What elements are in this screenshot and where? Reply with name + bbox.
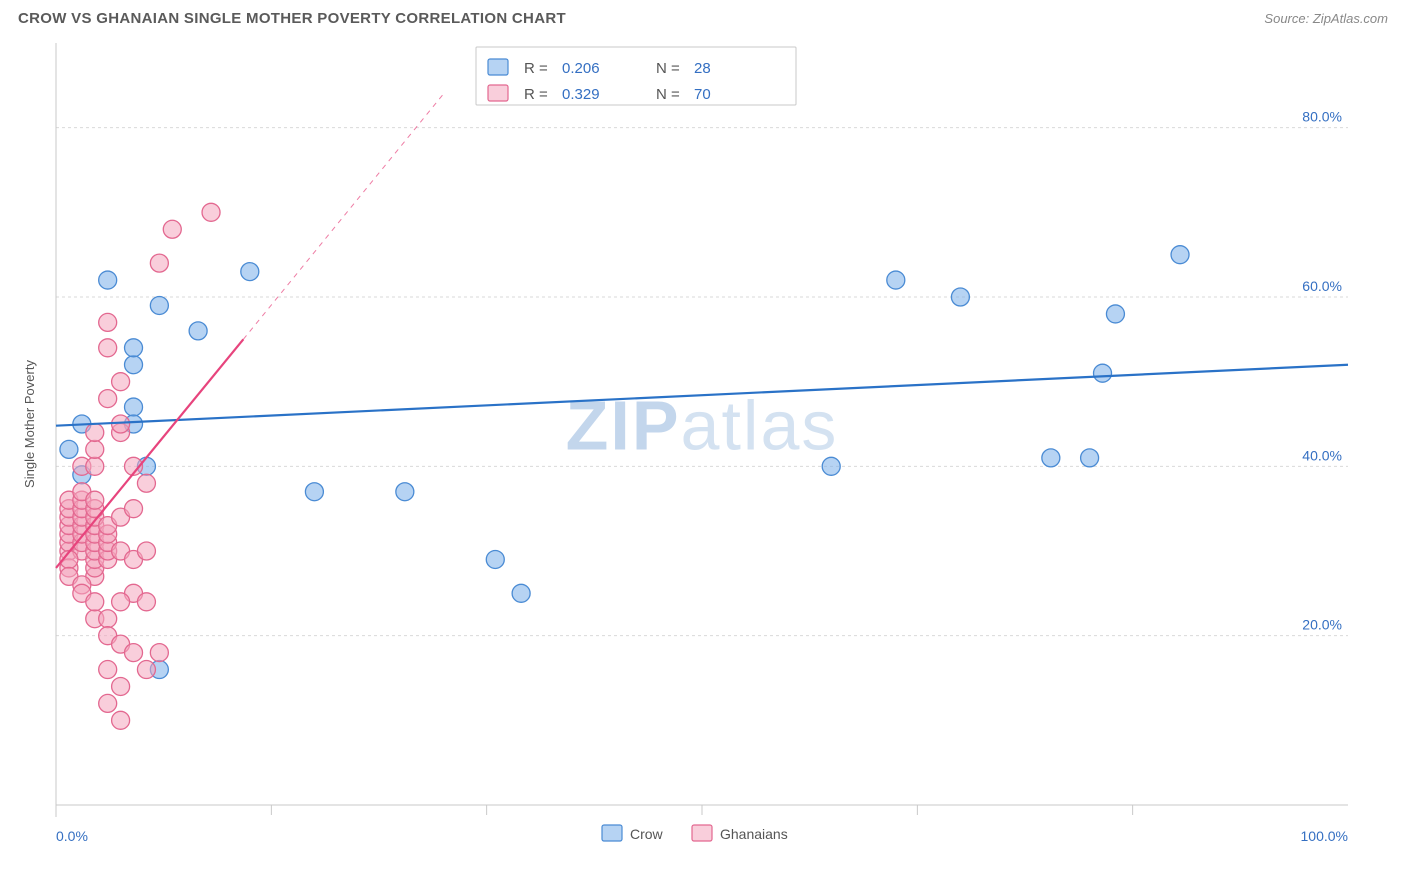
data-point <box>1106 305 1124 323</box>
data-point <box>125 356 143 374</box>
data-point <box>1081 449 1099 467</box>
data-point <box>99 390 117 408</box>
chart-title: CROW VS GHANAIAN SINGLE MOTHER POVERTY C… <box>18 10 566 27</box>
bottom-legend-swatch <box>692 825 712 841</box>
data-point <box>512 584 530 602</box>
data-point <box>887 271 905 289</box>
data-point <box>99 339 117 357</box>
y-tick-label: 60.0% <box>1302 278 1342 294</box>
data-point <box>112 593 130 611</box>
data-point <box>150 296 168 314</box>
data-point <box>137 542 155 560</box>
data-point <box>1094 364 1112 382</box>
data-point <box>99 271 117 289</box>
scatter-chart: ZIPatlas 20.0% 40.0% 60.0% 80.0% 0.0% 100.0% Si… <box>18 35 1388 885</box>
bottom-legend-label: Ghanaians <box>720 826 788 842</box>
watermark: ZIPatlas <box>566 386 839 464</box>
legend-n-label: N = <box>656 60 680 77</box>
data-point <box>99 610 117 628</box>
data-point <box>112 373 130 391</box>
legend-r-label: R = <box>524 86 548 103</box>
data-point <box>86 440 104 458</box>
data-point <box>99 661 117 679</box>
data-point <box>189 322 207 340</box>
data-point <box>125 398 143 416</box>
bottom-legend-swatch <box>602 825 622 841</box>
y-axis-label: Single Mother Poverty <box>22 360 37 488</box>
chart-source: Source: ZipAtlas.com <box>1264 11 1388 26</box>
data-point <box>99 694 117 712</box>
data-point <box>1042 449 1060 467</box>
legend-swatch <box>488 59 508 75</box>
data-point <box>86 457 104 475</box>
trendline-pink-extension <box>243 94 443 340</box>
data-point <box>163 220 181 238</box>
bottom-legend-label: Crow <box>630 826 664 842</box>
data-point <box>150 254 168 272</box>
legend-swatch <box>488 85 508 101</box>
data-point <box>137 474 155 492</box>
chart-header: CROW VS GHANAIAN SINGLE MOTHER POVERTY C… <box>0 0 1406 35</box>
data-point <box>486 550 504 568</box>
data-point <box>125 644 143 662</box>
data-point <box>137 593 155 611</box>
data-point <box>112 677 130 695</box>
data-point <box>112 711 130 729</box>
trendline-pink <box>56 339 243 568</box>
data-point <box>241 263 259 281</box>
y-tick-label: 40.0% <box>1302 447 1342 463</box>
legend-r-label: R = <box>524 60 548 77</box>
data-point <box>822 457 840 475</box>
data-point <box>137 661 155 679</box>
data-point <box>86 491 104 509</box>
legend-r-value: 0.329 <box>562 86 600 103</box>
data-point <box>125 500 143 518</box>
data-point <box>99 313 117 331</box>
legend-n-label: N = <box>656 86 680 103</box>
data-point <box>305 483 323 501</box>
x-tick-label: 100.0% <box>1301 828 1348 844</box>
data-point <box>60 440 78 458</box>
data-point <box>150 644 168 662</box>
data-point <box>1171 246 1189 264</box>
x-tick-label: 0.0% <box>56 828 88 844</box>
source-label: Source: <box>1264 11 1309 26</box>
data-point <box>951 288 969 306</box>
legend-n-value: 70 <box>694 86 711 103</box>
data-point <box>86 593 104 611</box>
legend-r-value: 0.206 <box>562 60 600 77</box>
data-point <box>202 203 220 221</box>
y-tick-label: 20.0% <box>1302 617 1342 633</box>
data-point <box>86 423 104 441</box>
y-tick-label: 80.0% <box>1302 109 1342 125</box>
chart-container: ZIPatlas 20.0% 40.0% 60.0% 80.0% 0.0% 100.0% Si… <box>18 35 1388 885</box>
data-point <box>396 483 414 501</box>
data-point <box>125 339 143 357</box>
legend-n-value: 28 <box>694 60 711 77</box>
source-value: ZipAtlas.com <box>1313 11 1388 26</box>
